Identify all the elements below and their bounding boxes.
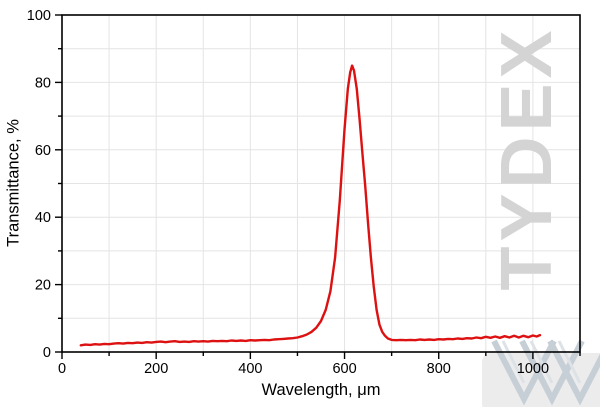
x-tick-label-600: 600 — [332, 361, 356, 377]
y-tick-label-20: 20 — [35, 278, 51, 294]
tydex-w-logo-watermark — [482, 339, 600, 407]
y-tick-label-0: 0 — [43, 345, 51, 361]
y-tick-label-80: 80 — [35, 75, 51, 91]
x-tick-label-400: 400 — [238, 361, 262, 377]
x-tick-label-0: 0 — [58, 361, 66, 377]
y-tick-label-100: 100 — [27, 8, 51, 24]
x-tick-label-1000: 1000 — [517, 361, 549, 377]
x-axis-title: Wavelength, μm — [261, 381, 381, 399]
y-tick-label-60: 60 — [35, 143, 51, 159]
x-tick-label-200: 200 — [144, 361, 168, 377]
y-tick-label-40: 40 — [35, 210, 51, 226]
x-tick-label-800: 800 — [427, 361, 451, 377]
y-axis-title: Transmittance, % — [4, 119, 23, 247]
